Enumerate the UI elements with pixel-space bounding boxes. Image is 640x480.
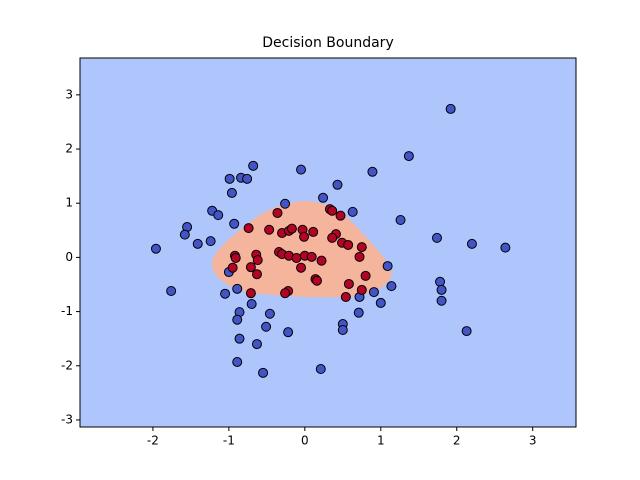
point [213, 210, 224, 221]
point [280, 288, 291, 299]
point [296, 262, 307, 273]
y-tick-label: -1 [61, 304, 73, 318]
point [227, 262, 238, 273]
x-tick-label: -2 [147, 434, 159, 448]
point [229, 218, 240, 229]
point [386, 281, 397, 292]
point [205, 236, 216, 247]
point [226, 187, 237, 198]
point [242, 173, 253, 184]
point [251, 269, 262, 280]
point [431, 232, 442, 243]
point [356, 284, 367, 295]
point [335, 210, 346, 221]
point [220, 288, 231, 299]
point [356, 242, 367, 253]
y-tick-label: 1 [65, 196, 73, 210]
point [375, 297, 386, 308]
point [436, 284, 447, 295]
point [251, 339, 262, 350]
plot-frame [79, 57, 577, 428]
point [272, 207, 283, 218]
x-tick-label: 1 [377, 434, 385, 448]
point [382, 261, 393, 272]
point [150, 243, 161, 254]
point [466, 238, 477, 249]
point [246, 299, 257, 309]
chart-title: Decision Boundary [262, 35, 393, 51]
point [224, 173, 235, 184]
point [445, 103, 456, 114]
point [232, 356, 243, 367]
point [296, 164, 307, 175]
point [166, 285, 177, 296]
point [332, 179, 343, 190]
point [248, 160, 259, 171]
point [436, 295, 447, 306]
point [232, 283, 243, 294]
point [316, 255, 327, 266]
point [261, 321, 272, 332]
x-tick-label: 0 [301, 434, 309, 448]
point [308, 226, 319, 237]
y-tick-label: -2 [61, 358, 73, 372]
point [283, 327, 294, 338]
point [311, 275, 322, 286]
point [192, 238, 203, 249]
point [318, 192, 329, 203]
x-tick-label: 2 [453, 434, 461, 448]
point [299, 231, 310, 242]
point [245, 288, 256, 299]
point [367, 166, 378, 177]
point [354, 251, 365, 262]
point [368, 287, 379, 298]
point [347, 206, 358, 217]
point [327, 205, 338, 216]
point [343, 278, 354, 289]
point [340, 291, 351, 302]
y-tick-label: 2 [65, 142, 73, 156]
point [306, 251, 317, 262]
point [234, 333, 245, 344]
point [461, 326, 472, 337]
point [232, 314, 243, 325]
point [353, 307, 364, 318]
y-tick-label: 0 [65, 250, 73, 264]
point [395, 215, 406, 226]
point [264, 308, 275, 319]
point [245, 262, 256, 273]
y-tick-label: 3 [65, 87, 73, 101]
point [243, 223, 254, 234]
point [280, 198, 291, 209]
point [500, 242, 511, 253]
point [252, 255, 263, 266]
point [258, 367, 269, 378]
point [264, 224, 275, 235]
point [327, 232, 338, 243]
point [343, 239, 354, 250]
point [360, 270, 371, 281]
point [230, 252, 241, 263]
point [286, 223, 297, 234]
point [403, 151, 414, 162]
point [315, 364, 326, 375]
point [179, 229, 190, 240]
y-tick-label: -3 [61, 412, 73, 426]
point [291, 252, 302, 263]
x-tick-label: 3 [529, 434, 537, 448]
point [337, 325, 348, 336]
point [435, 276, 446, 287]
x-tick-label: -1 [223, 434, 235, 448]
